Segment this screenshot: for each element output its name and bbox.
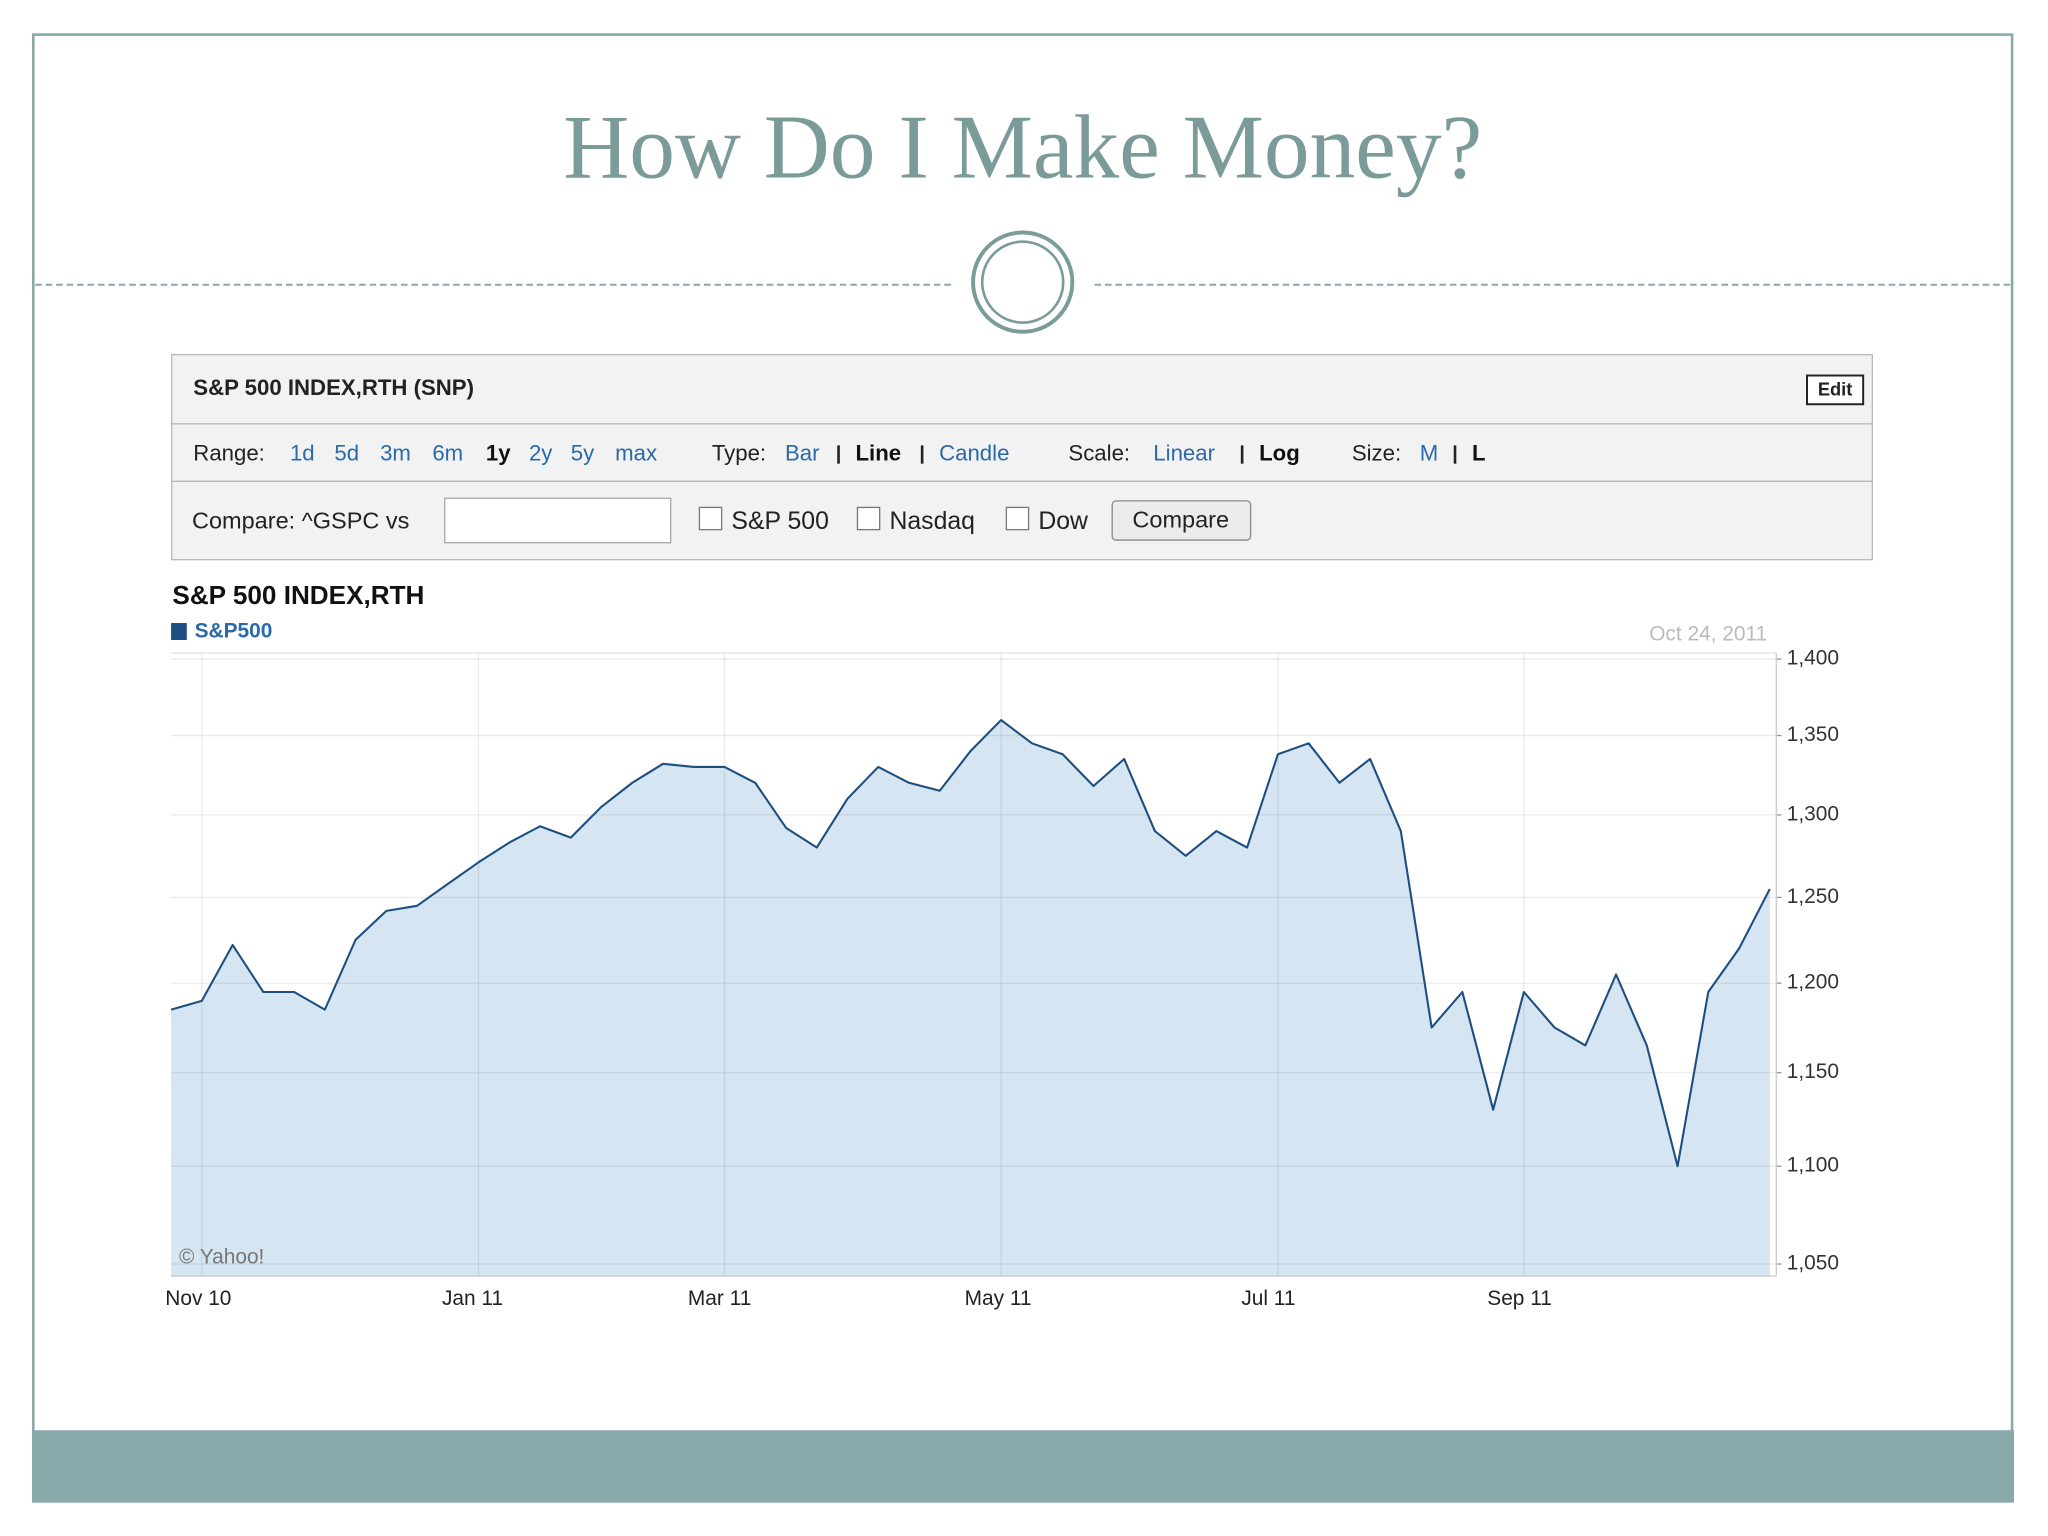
x-tick-label: Nov 10 (165, 1287, 231, 1310)
chart-title: S&P 500 INDEX,RTH (172, 580, 424, 610)
edit-button[interactable] (1806, 374, 1865, 406)
y-tick-label: 1,150 (1787, 1060, 1839, 1083)
range-option[interactable]: 6m (432, 440, 463, 465)
y-tick-label: 1,250 (1787, 885, 1839, 908)
chart-controls: S&P 500 INDEX,RTH (SNP) Edit Range: Type… (171, 353, 1873, 561)
size-option[interactable]: M (1420, 440, 1438, 465)
area (171, 720, 1770, 1277)
chart: S&P 500 INDEX,RTH Oct 24, 2011 S&P500 1,0… (165, 580, 1839, 1310)
range-option[interactable]: 5d (334, 440, 359, 465)
separator (1453, 445, 1457, 464)
scale-option[interactable]: Linear (1153, 440, 1215, 465)
checkbox-label: S&P 500 (731, 508, 828, 535)
panel-header: S&P 500 INDEX,RTH (SNP) (193, 375, 474, 400)
y-tick-label: 1,400 (1787, 647, 1839, 670)
edit-label[interactable]: Edit (1818, 378, 1853, 399)
y-tick-label: 1,350 (1787, 723, 1839, 746)
type-option[interactable]: Candle (939, 440, 1009, 465)
compare-button[interactable] (1111, 500, 1252, 541)
x-tick-label: Sep 11 (1487, 1287, 1552, 1310)
range-option[interactable]: 2y (529, 440, 553, 465)
separator (1240, 445, 1244, 464)
type-label: Type: (712, 440, 766, 465)
date-label: Oct 24, 2011 (1649, 622, 1767, 645)
legend-swatch (171, 623, 187, 640)
compare-label: Compare: ^GSPC vs (192, 508, 409, 534)
size-option[interactable]: L (1472, 440, 1486, 465)
checkbox-label: Dow (1038, 508, 1088, 535)
range-option[interactable]: max (615, 440, 657, 465)
range-option[interactable]: 1y (486, 440, 511, 465)
ornament (971, 230, 1075, 334)
legend-label: S&P500 (195, 620, 273, 643)
y-tick-label: 1,200 (1787, 971, 1839, 994)
footer-bar (32, 1430, 2015, 1503)
range-option[interactable]: 3m (380, 440, 411, 465)
size-label: Size: (1352, 440, 1401, 465)
y-tick-label: 1,050 (1787, 1252, 1839, 1275)
line (170, 719, 1771, 1168)
y-tick-label: 1,100 (1787, 1154, 1839, 1177)
compare-input[interactable] (444, 497, 672, 544)
type-option[interactable]: Bar (785, 440, 820, 465)
x-tick-label: Mar 11 (688, 1287, 751, 1310)
range-option[interactable]: 1d (290, 440, 315, 465)
separator (920, 445, 924, 464)
ornament (980, 240, 1065, 324)
range-label: Range: (193, 440, 265, 465)
scale-label: Scale: (1068, 440, 1130, 465)
checkbox[interactable] (1005, 506, 1030, 531)
compare-button-label[interactable]: Compare (1132, 506, 1229, 532)
x-tick-label: Jan 11 (442, 1287, 503, 1310)
checkbox[interactable] (698, 506, 723, 531)
slide-title: How Do I Make Money? (563, 97, 1482, 198)
checkbox-label: Nasdaq (889, 508, 974, 535)
credit: © Yahoo! (179, 1245, 264, 1268)
scale-option[interactable]: Log (1259, 440, 1300, 465)
x-tick-label: May 11 (965, 1287, 1032, 1310)
range-option[interactable]: 5y (571, 440, 595, 465)
checkbox[interactable] (856, 506, 881, 531)
type-option[interactable]: Line (856, 440, 902, 465)
x-tick-label: Jul 11 (1241, 1287, 1295, 1310)
y-tick-label: 1,300 (1787, 802, 1839, 825)
separator (837, 445, 840, 464)
